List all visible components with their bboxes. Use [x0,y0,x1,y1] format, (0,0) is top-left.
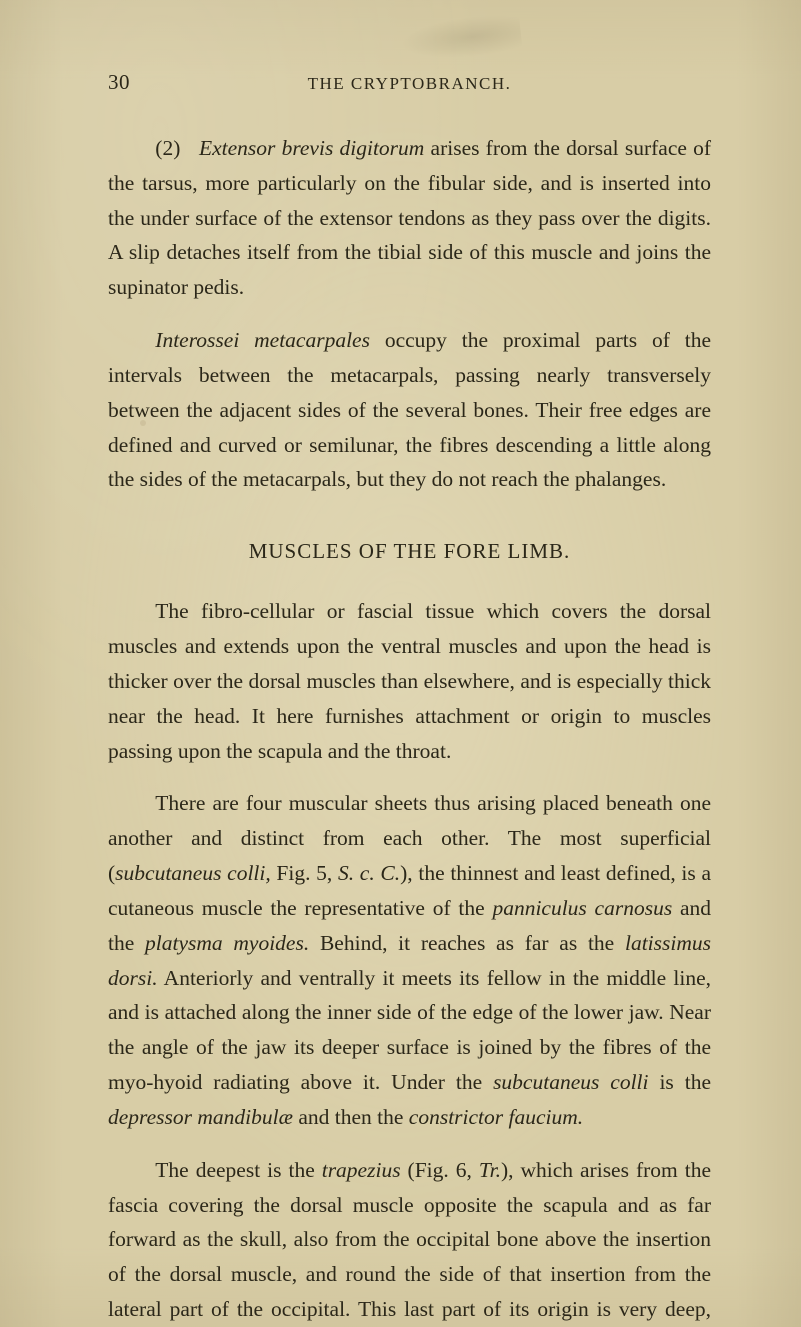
running-head: THE CRYPTOBRANCH. [156,74,711,94]
para5-text-a: The deepest is the [155,1158,321,1182]
term-subcutaneus-colli-2: subcutaneus colli [493,1070,648,1094]
term-depressor-mandibulae: depressor man­dibulæ [108,1105,293,1129]
page-number: 30 [108,70,156,95]
term-subcutaneus-colli: subcutaneus colli, [115,861,271,885]
term-trapezius: trapezius [322,1158,401,1182]
para4-text-e: Behind, it reaches as far as the [309,931,625,955]
book-page: 30 THE CRYPTOBRANCH. (2) Extensor brevis… [0,0,801,1327]
term-tr: Tr. [479,1158,501,1182]
para4-text-g: is the [649,1070,711,1094]
page-header: 30 THE CRYPTOBRANCH. [108,70,711,95]
term-panniculus-carnosus: panniculus car­nosus [492,896,672,920]
term-constrictor-faucium: constrictor faucium. [409,1105,583,1129]
body-paragraph-2: Interossei metacarpales occupy the proxi… [108,323,711,497]
foxing-spot [620,980,625,985]
para3-text: The fibro-cellular or fascial tissue whi… [108,599,711,762]
body-paragraph-3: The fibro-cellular or fascial tissue whi… [108,594,711,768]
body-paragraph-5: The deepest is the trapezius (Fig. 6, Tr… [108,1153,711,1327]
term-interossei-metacarpales: Interossei metacarpales [155,328,370,352]
para4-text-b: Fig. 5, [271,861,338,885]
para4-text-h: and then the [293,1105,409,1129]
para5-text-c: ), which arises from the fascia covering… [108,1158,711,1327]
body-paragraph-4: There are four muscular sheets thus aris… [108,786,711,1134]
body-paragraph-1: (2) Extensor brevis digitorum arises fro… [108,131,711,305]
para1-text: arises from the dorsal surface of the ta… [108,136,711,299]
term-extensor-brevis-digitorum: Extensor brevis digitorum [199,136,424,160]
term-platysma-myoides: platysma myoides. [145,931,309,955]
section-heading: MUSCLES OF THE FORE LIMB. [108,539,711,564]
para1-lead: (2) [155,136,180,160]
foxing-spot [140,420,146,426]
para2-text: occupy the proximal parts of the interva… [108,328,711,491]
paper-smudge [399,12,523,64]
term-s-c-c: S. c. C. [338,861,400,885]
para5-text-b: (Fig. 6, [401,1158,479,1182]
